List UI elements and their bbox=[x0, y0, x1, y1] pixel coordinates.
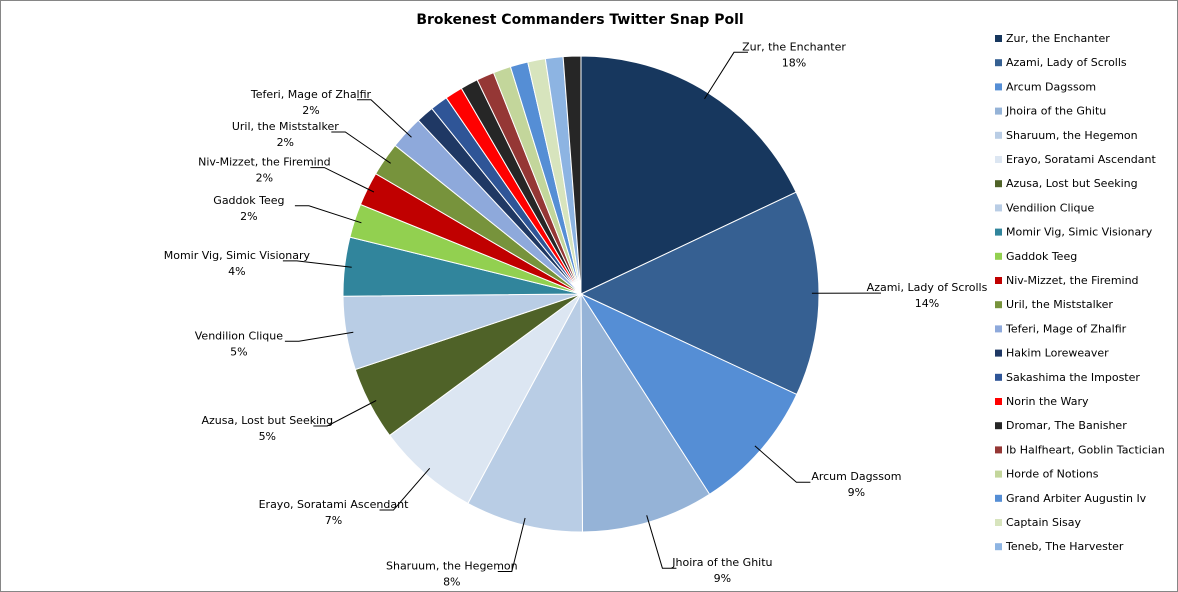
slice-label-name: Gaddok Teeg bbox=[213, 194, 284, 207]
legend-swatch bbox=[995, 156, 1002, 163]
slice-label-percent: 2% bbox=[256, 172, 273, 185]
slice-label-percent: 2% bbox=[302, 104, 319, 117]
legend-entry-norin-the-wary-15: Norin the Wary bbox=[1006, 395, 1089, 408]
slice-label-name: Momir Vig, Simic Visionary bbox=[164, 249, 311, 262]
leader-line-momir-vig-simic-visionary-8 bbox=[282, 260, 352, 268]
legend-entry-gaddok-teeg-9: Gaddok Teeg bbox=[1006, 250, 1077, 263]
legend-entry-dromar-the-banisher-16: Dromar, The Banisher bbox=[1006, 419, 1127, 432]
slice-labels: Zur, the Enchanter 18% Azami, Lady of Scro… bbox=[164, 40, 988, 588]
slice-label-percent: 14% bbox=[915, 297, 939, 310]
legend-swatch bbox=[995, 494, 1002, 502]
slice-label-percent: 9% bbox=[848, 486, 865, 499]
chart-title: Brokenest Commanders Twitter Snap Poll bbox=[416, 12, 743, 28]
legend-swatch bbox=[995, 59, 1002, 67]
legend-entry-teneb-the-harvester-21: Teneb, The Harvester bbox=[1005, 540, 1124, 553]
legend-swatch bbox=[995, 519, 1002, 526]
slice-label-name: Niv-Mizzet, the Firemind bbox=[198, 156, 331, 169]
slice-label-name: Zur, the Enchanter bbox=[742, 40, 846, 53]
leader-line-sharuum-the-hegemon-4 bbox=[497, 517, 526, 572]
legend-swatch bbox=[995, 180, 1002, 188]
legend-entry-hakim-loreweaver-13: Hakim Loreweaver bbox=[1006, 347, 1109, 360]
slice-label-percent: 2% bbox=[240, 210, 257, 223]
legend-entry-ib-halfheart-goblin-tactician-17: Ib Halfheart, Goblin Tactician bbox=[1006, 443, 1165, 456]
legend-entry-momir-vig-simic-visionary-8: Momir Vig, Simic Visionary bbox=[1006, 226, 1153, 239]
legend-swatch bbox=[995, 301, 1002, 309]
leader-line-vendilion-clique-7 bbox=[284, 331, 354, 342]
slice-label-percent: 5% bbox=[259, 430, 276, 443]
legend-entry-grand-arbiter-augustin-iv-19: Grand Arbiter Augustin Iv bbox=[1006, 492, 1147, 505]
legend-swatch bbox=[995, 325, 1002, 333]
legend-entry-azami-lady-of-scrolls-1: Azami, Lady of Scrolls bbox=[1006, 56, 1127, 69]
legend-swatch bbox=[995, 373, 1002, 381]
legend-swatch bbox=[995, 252, 1002, 260]
legend-swatch bbox=[995, 228, 1002, 236]
legend-entry-zur-the-enchanter-0: Zur, the Enchanter bbox=[1006, 32, 1110, 45]
slice-label-name: Jhoira of the Ghitu bbox=[671, 556, 772, 569]
slice-label-percent: 7% bbox=[325, 514, 342, 527]
slice-label-percent: 2% bbox=[277, 136, 294, 149]
legend-swatch bbox=[995, 277, 1002, 284]
legend-entry-teferi-mage-of-zhalfir-12: Teferi, Mage of Zhalfir bbox=[1005, 322, 1127, 335]
legend-swatch bbox=[995, 107, 1002, 115]
legend-entry-vendilion-clique-7: Vendilion Clique bbox=[1006, 201, 1095, 214]
slice-label-percent: 18% bbox=[782, 56, 806, 69]
slice-label-percent: 8% bbox=[443, 576, 460, 589]
leader-line-gaddok-teeg-9 bbox=[294, 205, 362, 224]
legend-swatch bbox=[995, 398, 1002, 405]
legend-swatch bbox=[995, 446, 1002, 454]
leader-line-erayo-soratami-ascendant-5 bbox=[379, 467, 431, 511]
legend-entry-niv-mizzet-the-firemind-10: Niv-Mizzet, the Firemind bbox=[1006, 274, 1139, 287]
slice-label-name: Teferi, Mage of Zhalfir bbox=[250, 88, 372, 101]
slice-label-name: Erayo, Soratami Ascendant bbox=[259, 498, 409, 511]
slice-label-name: Vendilion Clique bbox=[195, 329, 284, 342]
pie-slice-unnamed-22 bbox=[562, 55, 582, 295]
slice-label-name: Sharuum, the Hegemon bbox=[386, 560, 518, 573]
legend-swatch bbox=[995, 83, 1002, 91]
legend-entry-sakashima-the-imposter-14: Sakashima the Imposter bbox=[1006, 371, 1140, 384]
leader-line-uril-the-miststalker-11 bbox=[331, 131, 391, 164]
legend-swatch bbox=[995, 470, 1002, 478]
slice-label-percent: 5% bbox=[230, 345, 247, 358]
legend-swatch bbox=[995, 349, 1002, 357]
legend-entry-arcum-dagssom-2: Arcum Dagssom bbox=[1006, 80, 1096, 93]
leader-line-niv-mizzet-the-firemind-10 bbox=[310, 167, 375, 193]
legend-entry-horde-of-notions-18: Horde of Notions bbox=[1006, 468, 1099, 481]
slice-label-name: Arcum Dagssom bbox=[811, 470, 901, 483]
slice-label-name: Azami, Lady of Scrolls bbox=[867, 281, 988, 294]
legend-entry-uril-the-miststalker-11: Uril, the Miststalker bbox=[1006, 298, 1113, 311]
legend-swatch bbox=[995, 131, 1002, 139]
legend-entry-jhoira-of-the-ghitu-3: Jhoira of the Ghitu bbox=[1005, 105, 1106, 118]
slice-label-name: Azusa, Lost but Seeking bbox=[201, 414, 333, 427]
leader-line-zur-the-enchanter-0 bbox=[704, 51, 748, 100]
legend-swatch bbox=[995, 422, 1002, 430]
leader-lines bbox=[282, 51, 881, 572]
slice-label-name: Uril, the Miststalker bbox=[232, 120, 339, 133]
legend-entry-azusa-lost-but-seeking-6: Azusa, Lost but Seeking bbox=[1006, 177, 1138, 190]
legend-entry-captain-sisay-20: Captain Sisay bbox=[1006, 516, 1081, 529]
legend-entry-erayo-soratami-ascendant-5: Erayo, Soratami Ascendant bbox=[1006, 153, 1156, 166]
slice-label-percent: 4% bbox=[228, 265, 245, 278]
leader-line-jhoira-of-the-ghitu-3 bbox=[646, 515, 677, 569]
slice-label-percent: 9% bbox=[714, 572, 731, 585]
pie-slices bbox=[342, 55, 820, 533]
legend-swatch bbox=[995, 204, 1002, 212]
legend-swatch bbox=[995, 543, 1002, 551]
leader-line-azusa-lost-but-seeking-6 bbox=[313, 400, 377, 427]
legend: Zur, the Enchanter Azami, Lady of Scrolls… bbox=[995, 32, 1165, 553]
legend-entry-sharuum-the-hegemon-4: Sharuum, the Hegemon bbox=[1006, 129, 1138, 142]
legend-swatch bbox=[995, 35, 1002, 42]
leader-line-teferi-mage-of-zhalfir-12 bbox=[357, 99, 412, 138]
leader-line-arcum-dagssom-2 bbox=[754, 445, 811, 483]
